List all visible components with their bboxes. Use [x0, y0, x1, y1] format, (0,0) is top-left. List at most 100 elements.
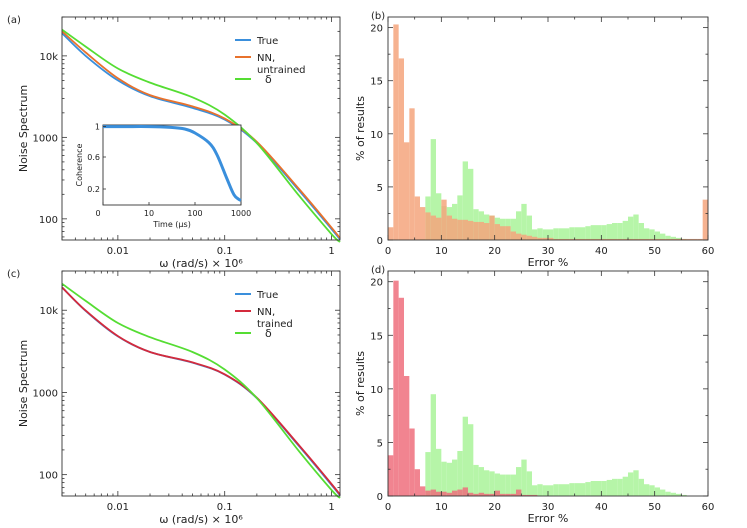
- histogram-bar: [510, 231, 516, 240]
- legend-label-line: trained: [257, 319, 293, 330]
- histogram-bar: [649, 229, 655, 240]
- histogram-bar: [569, 483, 575, 496]
- histogram-bar: [606, 479, 612, 496]
- histogram-bar: [446, 492, 452, 496]
- legend-label: δ: [265, 327, 272, 340]
- histogram-bar: [580, 238, 586, 240]
- x-tick-label: 50: [648, 502, 661, 513]
- panel-label: (c): [7, 269, 20, 280]
- x-tick-label: 40: [595, 502, 608, 513]
- histogram-bar: [388, 227, 394, 240]
- histogram-bar: [393, 280, 399, 496]
- histogram-bar: [606, 224, 612, 240]
- histogram-bar: [510, 493, 516, 496]
- legend-label-line: NN,: [257, 53, 275, 64]
- inset-series-line: [103, 125, 242, 202]
- histogram-bar: [500, 226, 506, 240]
- histogram-bar: [457, 195, 463, 240]
- histogram-bar: [521, 494, 527, 496]
- histogram-bar: [398, 297, 404, 496]
- histogram-bar: [404, 142, 410, 240]
- panel-label: (a): [7, 15, 21, 26]
- histogram-bar: [478, 492, 484, 496]
- histogram-bar: [473, 221, 479, 240]
- histogram-bar: [638, 223, 644, 240]
- histogram-bar: [676, 238, 682, 240]
- histogram-bar: [510, 474, 516, 496]
- histogram-bar: [489, 493, 495, 496]
- plot-frame: [61, 270, 341, 497]
- histogram-bar: [436, 491, 442, 496]
- inset: 0 10 100 1000 1 0.6 0.2 Time (μs) Coherence: [75, 123, 251, 229]
- x-tick-label: 1: [328, 246, 334, 257]
- x-tick-label: 20: [488, 246, 501, 257]
- plot-frame: [61, 16, 341, 241]
- histogram-bar: [553, 484, 559, 496]
- histogram-bar: [521, 459, 527, 496]
- histogram-bar: [569, 238, 575, 240]
- histogram-bar: [478, 467, 484, 496]
- histogram-bar: [505, 474, 511, 496]
- y-tick-label: 15: [370, 331, 383, 342]
- histogram-bar: [441, 461, 447, 496]
- y-tick-label: 5: [377, 438, 383, 449]
- histogram-bar: [633, 214, 639, 240]
- histogram-bar: [660, 489, 666, 496]
- x-tick-label: 10: [435, 502, 448, 513]
- legend-label-line: untrained: [257, 65, 305, 76]
- histogram-bar: [526, 235, 532, 240]
- histogram-bar: [612, 478, 618, 496]
- histogram-bar: [537, 237, 543, 240]
- y-axis-label: Noise Spectrum: [17, 85, 30, 172]
- histogram-bar: [521, 234, 527, 240]
- histogram-bar: [622, 238, 628, 240]
- histogram-bar: [457, 489, 463, 496]
- histogram-bar: [601, 481, 607, 496]
- histogram-bar: [425, 212, 431, 240]
- histogram-bar: [452, 218, 458, 240]
- y-axis-label: Noise Spectrum: [17, 340, 30, 427]
- histogram-bar: [585, 482, 591, 496]
- y-tick-label: 15: [370, 77, 383, 88]
- histogram-bar: [510, 218, 516, 240]
- histogram-bar: [553, 238, 559, 240]
- histogram-bar: [441, 199, 447, 240]
- histogram-bar: [660, 238, 666, 240]
- histogram-bar: [526, 494, 532, 496]
- histogram-bar: [526, 471, 532, 496]
- histogram-bar: [558, 238, 564, 240]
- histogram-bar: [612, 238, 618, 240]
- histogram-bar: [553, 228, 559, 240]
- histogram-bar: [580, 483, 586, 496]
- inset-frame: [102, 124, 242, 206]
- histogram-bar: [564, 238, 570, 240]
- histogram-bar: [489, 215, 495, 240]
- histogram-bar: [542, 229, 548, 240]
- histogram-bar: [569, 227, 575, 240]
- x-tick-label: 1: [328, 502, 334, 513]
- histogram-bar: [590, 238, 596, 240]
- histogram-bar: [702, 199, 708, 240]
- legend-label: True: [256, 36, 278, 47]
- histogram-bar: [526, 215, 532, 240]
- histogram-bar: [430, 394, 436, 496]
- legend-label: True: [256, 290, 278, 301]
- histogram-bar: [590, 481, 596, 496]
- inset-x-tick-label: 100: [187, 209, 202, 218]
- x-axis-label: Error %: [528, 256, 569, 269]
- y-tick-label: 0: [377, 492, 383, 503]
- y-tick-label: 1000: [33, 133, 58, 144]
- y-tick-label: 10k: [39, 52, 58, 63]
- histogram-bar: [473, 464, 479, 496]
- histogram-bar: [617, 478, 623, 496]
- x-tick-label: 0.1: [217, 246, 233, 257]
- histogram-bar: [628, 472, 634, 496]
- histogram-bar: [665, 238, 671, 240]
- histogram-bar: [505, 493, 511, 496]
- y-axis-label: % of results: [354, 351, 367, 416]
- histogram-bar: [409, 428, 415, 496]
- histogram-bar: [462, 219, 468, 240]
- y-tick-label: 100: [39, 471, 58, 482]
- series-line-2: [61, 28, 341, 243]
- y-tick-label: 20: [370, 24, 383, 35]
